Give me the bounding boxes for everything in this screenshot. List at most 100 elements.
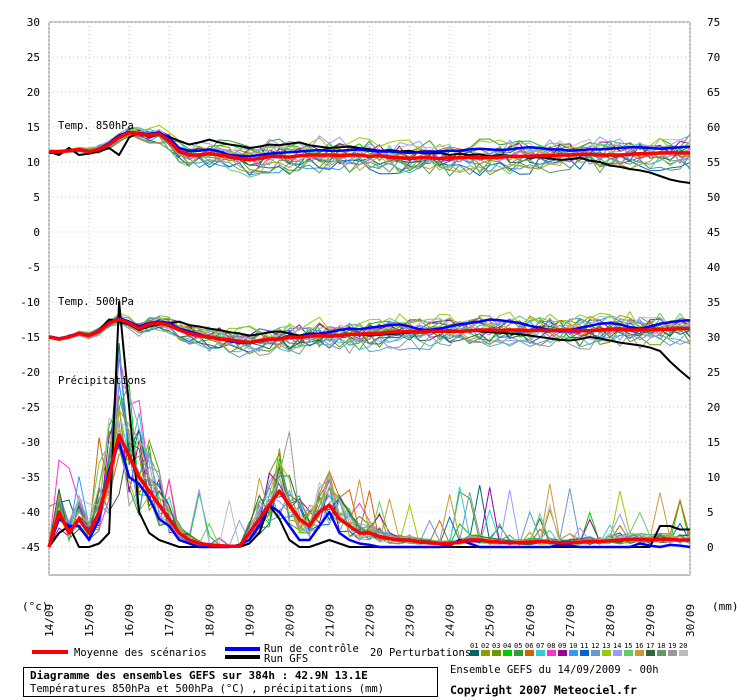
- x-tick-label: 14/09: [43, 604, 56, 637]
- legend-member-swatches: 01 02 03 04 05 06 07 08 09 10 11 12 13 14 15 16 17 18 19 20: [470, 642, 688, 656]
- legend-gfs-label: Run GFS: [264, 653, 308, 665]
- mean-t850-line: [49, 130, 690, 162]
- legend-member-number: 13: [602, 642, 610, 650]
- legend-member-swatch: [657, 650, 666, 656]
- y-tick-right: 30: [707, 331, 720, 344]
- y-tick-left: 0: [33, 226, 40, 239]
- left-y-axis: 30 25 20 15 10 5 0 -5 -10 -15 -20 -25 -30 -35 -40 -45: [20, 16, 40, 554]
- legend-member-swatch: [569, 650, 578, 656]
- member-18-t500-line: [48, 315, 691, 341]
- control-precip-line: [47, 440, 691, 549]
- main-series-lines: [47, 130, 691, 549]
- legend-member-swatch: [503, 650, 512, 656]
- chart-subtitle: Températures 850hPa et 500hPa (°C) , pré…: [30, 683, 385, 695]
- y-tick-right: 35: [707, 296, 720, 309]
- y-tick-left: 30: [27, 16, 40, 29]
- legend-member-swatch: [613, 650, 622, 656]
- x-tick-label: 29/09: [644, 604, 657, 637]
- y-tick-right: 60: [707, 121, 720, 134]
- y-tick-left: -30: [20, 436, 40, 449]
- legend-member-number: 05: [514, 642, 522, 650]
- legend-member-swatch: [558, 650, 567, 656]
- y-tick-left: -5: [27, 261, 40, 274]
- t850-label: Temp. 850hPa: [58, 120, 134, 132]
- legend-member-number: 06: [525, 642, 533, 650]
- y-tick-right: 15: [707, 436, 720, 449]
- y-tick-left: 10: [27, 156, 40, 169]
- legend-control-label: Run de contrôle: [264, 643, 359, 655]
- y-tick-left: -20: [20, 366, 40, 379]
- legend-member-number: 18: [657, 642, 665, 650]
- legend-member-number: 20: [679, 642, 687, 650]
- x-tick-label: 17/09: [163, 604, 176, 637]
- y-tick-right: 25: [707, 366, 720, 379]
- y-tick-left: -40: [20, 506, 40, 519]
- y-tick-left: -10: [20, 296, 40, 309]
- legend-member-swatch: [591, 650, 600, 656]
- x-tick-label: 19/09: [243, 604, 256, 637]
- mean-precip-line: [47, 433, 690, 549]
- legend-member-swatch: [624, 650, 633, 656]
- run-info: Ensemble GEFS du 14/09/2009 - 00h: [450, 664, 659, 676]
- y-tick-right: 5: [707, 506, 714, 519]
- legend-member-swatch: [525, 650, 534, 656]
- y-tick-right: 0: [707, 541, 714, 554]
- y-tick-right: 55: [707, 156, 720, 169]
- legend-member-swatch: [679, 650, 688, 656]
- legend-member-number: 02: [481, 642, 489, 650]
- y-tick-left: 20: [27, 86, 40, 99]
- legend-member-number: 09: [558, 642, 566, 650]
- legend-member-number: 04: [503, 642, 511, 650]
- legend-member-swatch: [668, 650, 677, 656]
- x-tick-label: 26/09: [524, 604, 537, 637]
- left-axis-unit: (°c): [22, 600, 49, 613]
- legend-member-swatch: [536, 650, 545, 656]
- t500-label: Temp. 500hPa: [58, 296, 134, 308]
- y-tick-right: 45: [707, 226, 720, 239]
- copyright: Copyright 2007 Meteociel.fr: [450, 683, 637, 697]
- member-19-t500-line: [48, 321, 691, 357]
- x-tick-label: 30/09: [684, 604, 697, 637]
- legend-member-number: 10: [569, 642, 577, 650]
- legend-member-number: 15: [624, 642, 632, 650]
- legend-member-swatch: [547, 650, 556, 656]
- member-18-t850-line: [48, 133, 691, 177]
- legend-member-swatch: [602, 650, 611, 656]
- chart-title-box: Diagramme des ensembles GEFS sur 384h : …: [23, 667, 438, 697]
- y-tick-right: 65: [707, 86, 720, 99]
- y-tick-left: 15: [27, 121, 40, 134]
- x-tick-label: 22/09: [364, 604, 377, 637]
- mean-t500-line: [48, 317, 690, 345]
- legend-member-number: 01: [470, 642, 478, 650]
- legend-member-swatch: [470, 650, 479, 656]
- legend-member-number: 11: [580, 642, 588, 650]
- y-tick-right: 75: [707, 16, 720, 29]
- x-tick-label: 15/09: [83, 604, 96, 637]
- y-tick-right: 50: [707, 191, 720, 204]
- legend-member-swatch: [481, 650, 490, 656]
- legend-perturbations-label: 20 Perturbations: [370, 647, 471, 659]
- legend-member-swatch: [646, 650, 655, 656]
- x-tick-label: 21/09: [323, 604, 336, 637]
- legend-member-number: 17: [646, 642, 654, 650]
- x-tick-label: 24/09: [444, 604, 457, 637]
- legend-member-number: 03: [492, 642, 500, 650]
- legend-member-swatch: [514, 650, 523, 656]
- y-tick-right: 10: [707, 471, 720, 484]
- legend-member-number: 12: [591, 642, 599, 650]
- chart-grid: [48, 21, 691, 576]
- legend-member-number: 14: [613, 642, 621, 650]
- x-tick-label: 25/09: [484, 604, 497, 637]
- x-axis: 14/09 15/09 16/09 17/09 18/09 19/09 20/09 21/09…: [43, 604, 697, 637]
- x-tick-label: 27/09: [564, 604, 577, 637]
- y-tick-left: -15: [20, 331, 40, 344]
- y-tick-left: 5: [33, 191, 40, 204]
- y-tick-right: 70: [707, 51, 720, 64]
- x-tick-label: 16/09: [123, 604, 136, 637]
- y-tick-left: -25: [20, 401, 40, 414]
- legend-member-swatch: [492, 650, 501, 656]
- chart-title: Diagramme des ensembles GEFS sur 384h : …: [30, 669, 368, 682]
- legend-member-swatch: [580, 650, 589, 656]
